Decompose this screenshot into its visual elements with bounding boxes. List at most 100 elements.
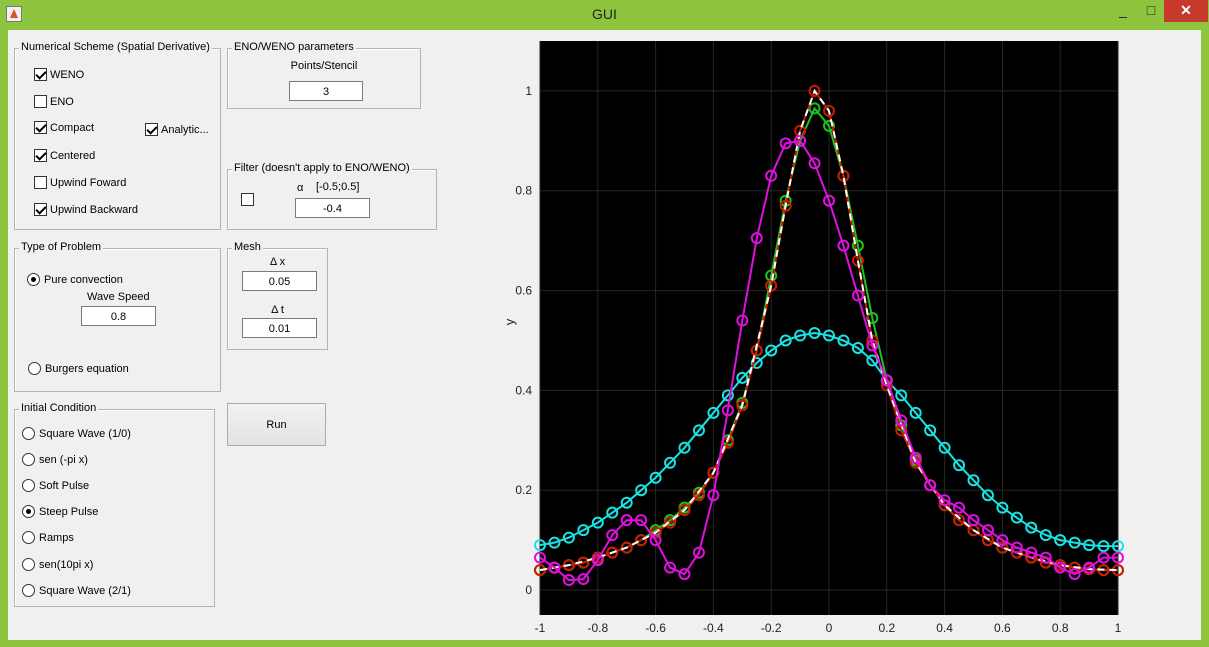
- upwind-backward-checkbox[interactable]: [34, 203, 47, 216]
- data-point: [534, 551, 546, 564]
- ic-sen-10pi-x-radio[interactable]: [22, 558, 35, 571]
- data-point: [779, 334, 792, 347]
- x-tick-label: 0.2: [878, 621, 895, 635]
- ic-square-wave-2-1-radio[interactable]: [22, 584, 35, 597]
- data-point: [606, 546, 619, 559]
- centered-checkbox[interactable]: [34, 149, 47, 162]
- ic-sen-pi-x-radio[interactable]: [22, 453, 35, 466]
- data-point: [635, 534, 648, 547]
- data-point: [736, 371, 749, 384]
- maximize-button[interactable]: □: [1146, 2, 1156, 18]
- wave-speed-label: Wave Speed: [87, 291, 150, 303]
- y-tick-label: 0: [525, 583, 532, 597]
- data-point: [808, 102, 821, 115]
- data-point: [880, 374, 893, 387]
- data-point: [808, 157, 821, 170]
- pure-convection-radio[interactable]: [27, 273, 40, 286]
- data-point: [664, 561, 677, 574]
- filter-checkbox[interactable]: [241, 193, 254, 206]
- window-title: GUI: [592, 6, 617, 22]
- analytic-checkbox[interactable]: [145, 123, 158, 136]
- data-point: [1068, 568, 1081, 581]
- data-point: [620, 541, 633, 554]
- filter-panel: Filter (doesn't apply to ENO/WENO) α [-0…: [227, 162, 437, 230]
- ic-soft-pulse-radio[interactable]: [22, 479, 35, 492]
- data-point: [866, 354, 879, 367]
- delta-x-label: Δ x: [269, 256, 286, 268]
- alpha-input[interactable]: -0.4: [295, 198, 370, 218]
- data-point: [895, 414, 908, 427]
- initial-condition-panel: Initial Condition Square Wave (1/0) sen …: [14, 402, 215, 607]
- ic-steep-pulse-radio[interactable]: [22, 505, 35, 518]
- data-point: [924, 479, 937, 492]
- data-point: [1083, 539, 1096, 552]
- x-tick-label: -0.6: [645, 621, 666, 635]
- data-point: [721, 404, 734, 417]
- data-point: [678, 441, 691, 454]
- weno-checkbox[interactable]: [34, 68, 47, 81]
- eno-label: ENO: [50, 96, 74, 108]
- x-tick-label: -0.8: [587, 621, 608, 635]
- data-point: [649, 471, 662, 484]
- burgers-equation-radio[interactable]: [28, 362, 41, 375]
- run-button[interactable]: Run: [227, 403, 326, 446]
- compact-label: Compact: [50, 122, 95, 134]
- data-point: [967, 474, 980, 487]
- data-point: [953, 501, 966, 514]
- series-line: [539, 88, 1119, 572]
- data-point: [765, 169, 778, 182]
- ic-ramps-label: Ramps: [39, 532, 74, 544]
- data-point: [909, 451, 922, 464]
- window-client-area: Numerical Scheme (Spatial Derivative) WE…: [8, 30, 1201, 640]
- data-point: [1010, 511, 1023, 524]
- y-tick-label: 1: [525, 84, 532, 98]
- data-point: [765, 344, 778, 357]
- ic-ramps-radio[interactable]: [22, 531, 35, 544]
- upwind-backward-label: Upwind Backward: [50, 204, 139, 216]
- data-point: [938, 441, 951, 454]
- data-point: [924, 424, 937, 437]
- ic-sen-10pi-x-label: sen(10pi x): [39, 559, 94, 571]
- data-point: [620, 514, 633, 527]
- burgers-equation-label: Burgers equation: [45, 363, 129, 375]
- data-point: [823, 119, 835, 132]
- series-3: [539, 88, 1119, 572]
- points-stencil-input[interactable]: 3: [289, 81, 363, 101]
- data-point: [678, 568, 691, 581]
- x-tick-label: 0.6: [994, 621, 1011, 635]
- ic-square-wave-1-0-radio[interactable]: [22, 427, 35, 440]
- delta-t-input[interactable]: 0.01: [242, 318, 317, 338]
- eno-checkbox[interactable]: [34, 95, 47, 108]
- compact-checkbox[interactable]: [34, 121, 47, 134]
- data-point: [1039, 551, 1052, 564]
- ic-square-wave-1-0-label: Square Wave (1/0): [39, 428, 131, 440]
- data-point: [895, 389, 908, 402]
- data-point: [981, 524, 994, 537]
- data-point: [692, 546, 705, 559]
- x-tick-label: -0.4: [703, 621, 724, 635]
- delta-x-input[interactable]: 0.05: [242, 271, 317, 291]
- numerical-scheme-panel: Numerical Scheme (Spatial Derivative) WE…: [14, 41, 221, 230]
- data-point: [794, 329, 807, 342]
- data-point: [823, 104, 835, 117]
- data-point: [851, 239, 864, 252]
- data-point: [606, 506, 619, 519]
- data-point: [562, 531, 575, 544]
- upwind-forward-checkbox[interactable]: [34, 176, 47, 189]
- data-point: [1010, 541, 1023, 554]
- close-button[interactable]: ✕: [1164, 0, 1208, 22]
- data-point: [721, 389, 734, 402]
- ic-sen-pi-x-label: sen (-pi x): [39, 454, 88, 466]
- data-point: [635, 484, 648, 497]
- minimize-button[interactable]: _: [1119, 2, 1127, 18]
- data-point: [996, 501, 1009, 514]
- data-point: [692, 424, 705, 437]
- data-point: [823, 194, 835, 207]
- data-point: [967, 514, 980, 527]
- data-point: [591, 554, 604, 567]
- x-tick-label: 0.4: [936, 621, 953, 635]
- data-point: [577, 573, 590, 586]
- data-point: [649, 534, 662, 547]
- wave-speed-input[interactable]: 0.8: [81, 306, 156, 326]
- data-point: [548, 561, 561, 574]
